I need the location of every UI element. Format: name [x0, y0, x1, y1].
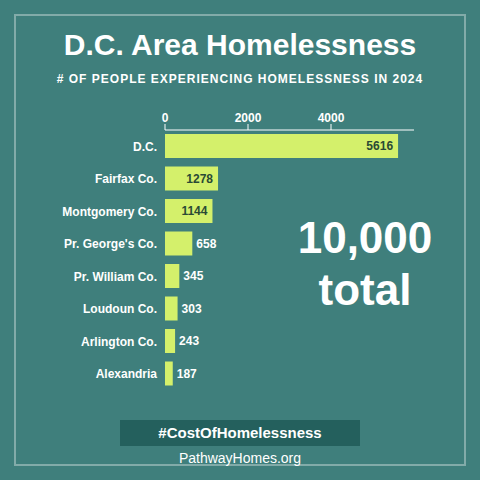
svg-text:Alexandria: Alexandria	[96, 367, 158, 381]
svg-text:Pr. George's Co.: Pr. George's Co.	[64, 237, 157, 251]
svg-text:Montgomery Co.: Montgomery Co.	[62, 205, 157, 219]
html-text:D.C. Area Homelessness: D.C. Area Homelessness	[63, 28, 417, 61]
svg-text:303: 303	[182, 302, 202, 316]
html-text:total: total	[318, 265, 412, 314]
svg-text:Arlington Co.: Arlington Co.	[81, 335, 157, 349]
svg-text:0: 0	[162, 111, 169, 125]
svg-text:1278: 1278	[186, 172, 213, 186]
svg-text:Pr. William Co.: Pr. William Co.	[74, 270, 157, 284]
svg-text:Fairfax Co.: Fairfax Co.	[95, 172, 157, 186]
svg-text:345: 345	[183, 269, 203, 283]
html-text:# OF PEOPLE EXPERIENCING HOMEL: # OF PEOPLE EXPERIENCING HOMELESSNESS IN…	[56, 72, 424, 86]
svg-text:658: 658	[196, 237, 216, 251]
svg-text:4000: 4000	[318, 111, 345, 125]
svg-text:Loudoun Co.: Loudoun Co.	[83, 302, 157, 316]
html-text:#CostOfHomelessness: #CostOfHomelessness	[158, 424, 322, 441]
svg-text:1144: 1144	[181, 204, 207, 218]
svg-text:187: 187	[177, 367, 197, 381]
html-text:10,000: 10,000	[297, 213, 433, 262]
svg-text:5616: 5616	[366, 139, 393, 153]
svg-text:2000: 2000	[235, 111, 262, 125]
html-text:PathwayHomes.org: PathwayHomes.org	[178, 450, 302, 466]
svg-text:243: 243	[179, 334, 199, 348]
svg-text:D.C.: D.C.	[133, 140, 157, 154]
